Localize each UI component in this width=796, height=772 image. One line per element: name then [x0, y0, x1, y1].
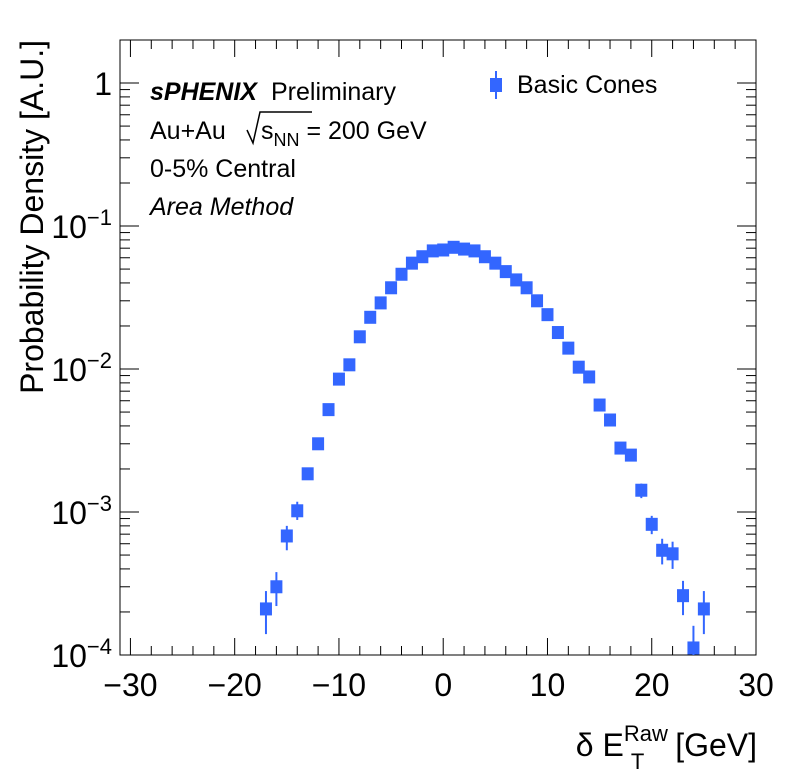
data-point [687, 641, 700, 655]
x-tick-label: 10 [530, 667, 566, 703]
x-axis-title-subscript: T [631, 749, 644, 772]
data-point [624, 448, 637, 462]
experiment-label: sPHENIX [150, 78, 258, 106]
data-point [426, 244, 439, 258]
x-tick-label: −10 [312, 667, 366, 703]
data-point [520, 281, 533, 295]
y-tick-label-exponent: −3 [87, 491, 112, 516]
data-point [666, 547, 679, 561]
x-axis-ticks: −30 −20 −10 0 10 20 30 [103, 40, 774, 703]
system-label: Au+Au [150, 117, 226, 145]
data-point [374, 296, 387, 310]
y-tick-label: 10−4 [51, 634, 112, 674]
data-point [458, 242, 471, 256]
y-tick-label: 10−3 [51, 491, 112, 531]
data-point [364, 310, 377, 324]
data-point [572, 360, 585, 374]
x-tick-label: 20 [634, 667, 670, 703]
data-point [489, 256, 502, 270]
data-point [343, 358, 356, 372]
data-point [395, 267, 408, 281]
data-point [656, 543, 669, 557]
y-tick-label-exponent: −2 [87, 348, 112, 373]
energy-subscript: NN [274, 130, 300, 150]
data-point [416, 250, 429, 264]
legend: Basic Cones [490, 71, 657, 99]
data-point [291, 504, 304, 518]
energy-value: = 200 GeV [300, 117, 427, 145]
y-tick-label-base: 10 [51, 495, 87, 531]
data-point [499, 265, 512, 279]
x-axis-title-unit: [GeV] [666, 727, 757, 763]
data-point [510, 273, 523, 287]
energy-label: sNN = 200 GeV [261, 117, 427, 150]
energy-symbol: s [261, 117, 274, 145]
y-tick-label-base: 10 [51, 638, 87, 674]
data-point [531, 294, 544, 308]
data-point [301, 467, 314, 481]
data-point [270, 580, 283, 594]
data-point [604, 413, 617, 427]
y-axis-title: Probability Density [A.U.] [14, 40, 50, 394]
y-tick-label-exponent: −4 [87, 634, 112, 659]
data-point [447, 240, 460, 254]
x-tick-label: 30 [738, 667, 774, 703]
data-point [614, 441, 627, 455]
data-point [259, 602, 272, 616]
data-point [312, 437, 325, 451]
data-point [645, 517, 658, 531]
y-tick-label-exponent: −1 [87, 205, 112, 230]
data-point [353, 330, 366, 344]
method-label: Area Method [148, 193, 294, 221]
data-point [405, 256, 418, 270]
y-tick-label-base: 10 [51, 209, 87, 245]
data-point [322, 403, 335, 417]
data-point [593, 398, 606, 412]
data-point [468, 244, 481, 258]
y-axis-ticks: 110−110−210−310−4 [51, 39, 756, 674]
plot-frame [119, 39, 757, 656]
data-point [385, 281, 398, 295]
x-tick-label: −20 [208, 667, 262, 703]
data-point [583, 370, 596, 384]
data-points [259, 240, 710, 655]
legend-label: Basic Cones [517, 71, 657, 99]
data-point [551, 326, 564, 340]
x-tick-label: 0 [434, 667, 452, 703]
y-tick-label: 10−2 [51, 348, 112, 388]
centrality-label: 0-5% Central [150, 155, 296, 183]
x-axis-title-superscript: Raw [624, 721, 668, 746]
sqrt-symbol [246, 111, 312, 146]
data-point [478, 250, 491, 264]
axes-frame [119, 39, 757, 656]
data-point [562, 341, 575, 355]
y-tick-label: 10−1 [51, 205, 112, 245]
x-tick-label: −30 [103, 667, 157, 703]
data-point [677, 589, 690, 603]
annotation-line-1: sPHENIX Preliminary [150, 78, 397, 106]
y-tick-label-base: 10 [51, 352, 87, 388]
data-point [332, 372, 345, 386]
annotation-line-2: Au+Au sNN = 200 GeV [150, 111, 427, 150]
data-point [437, 243, 450, 257]
status-label: Preliminary [271, 78, 397, 106]
x-axis-title-main: δ E [576, 727, 624, 763]
data-point [541, 308, 554, 322]
data-point [697, 602, 710, 616]
data-point [635, 483, 648, 497]
y-tick-label: 1 [94, 66, 112, 102]
legend-marker [490, 78, 502, 92]
x-axis-title: δ ERaw T [GeV] [576, 721, 757, 772]
data-point [280, 529, 293, 543]
